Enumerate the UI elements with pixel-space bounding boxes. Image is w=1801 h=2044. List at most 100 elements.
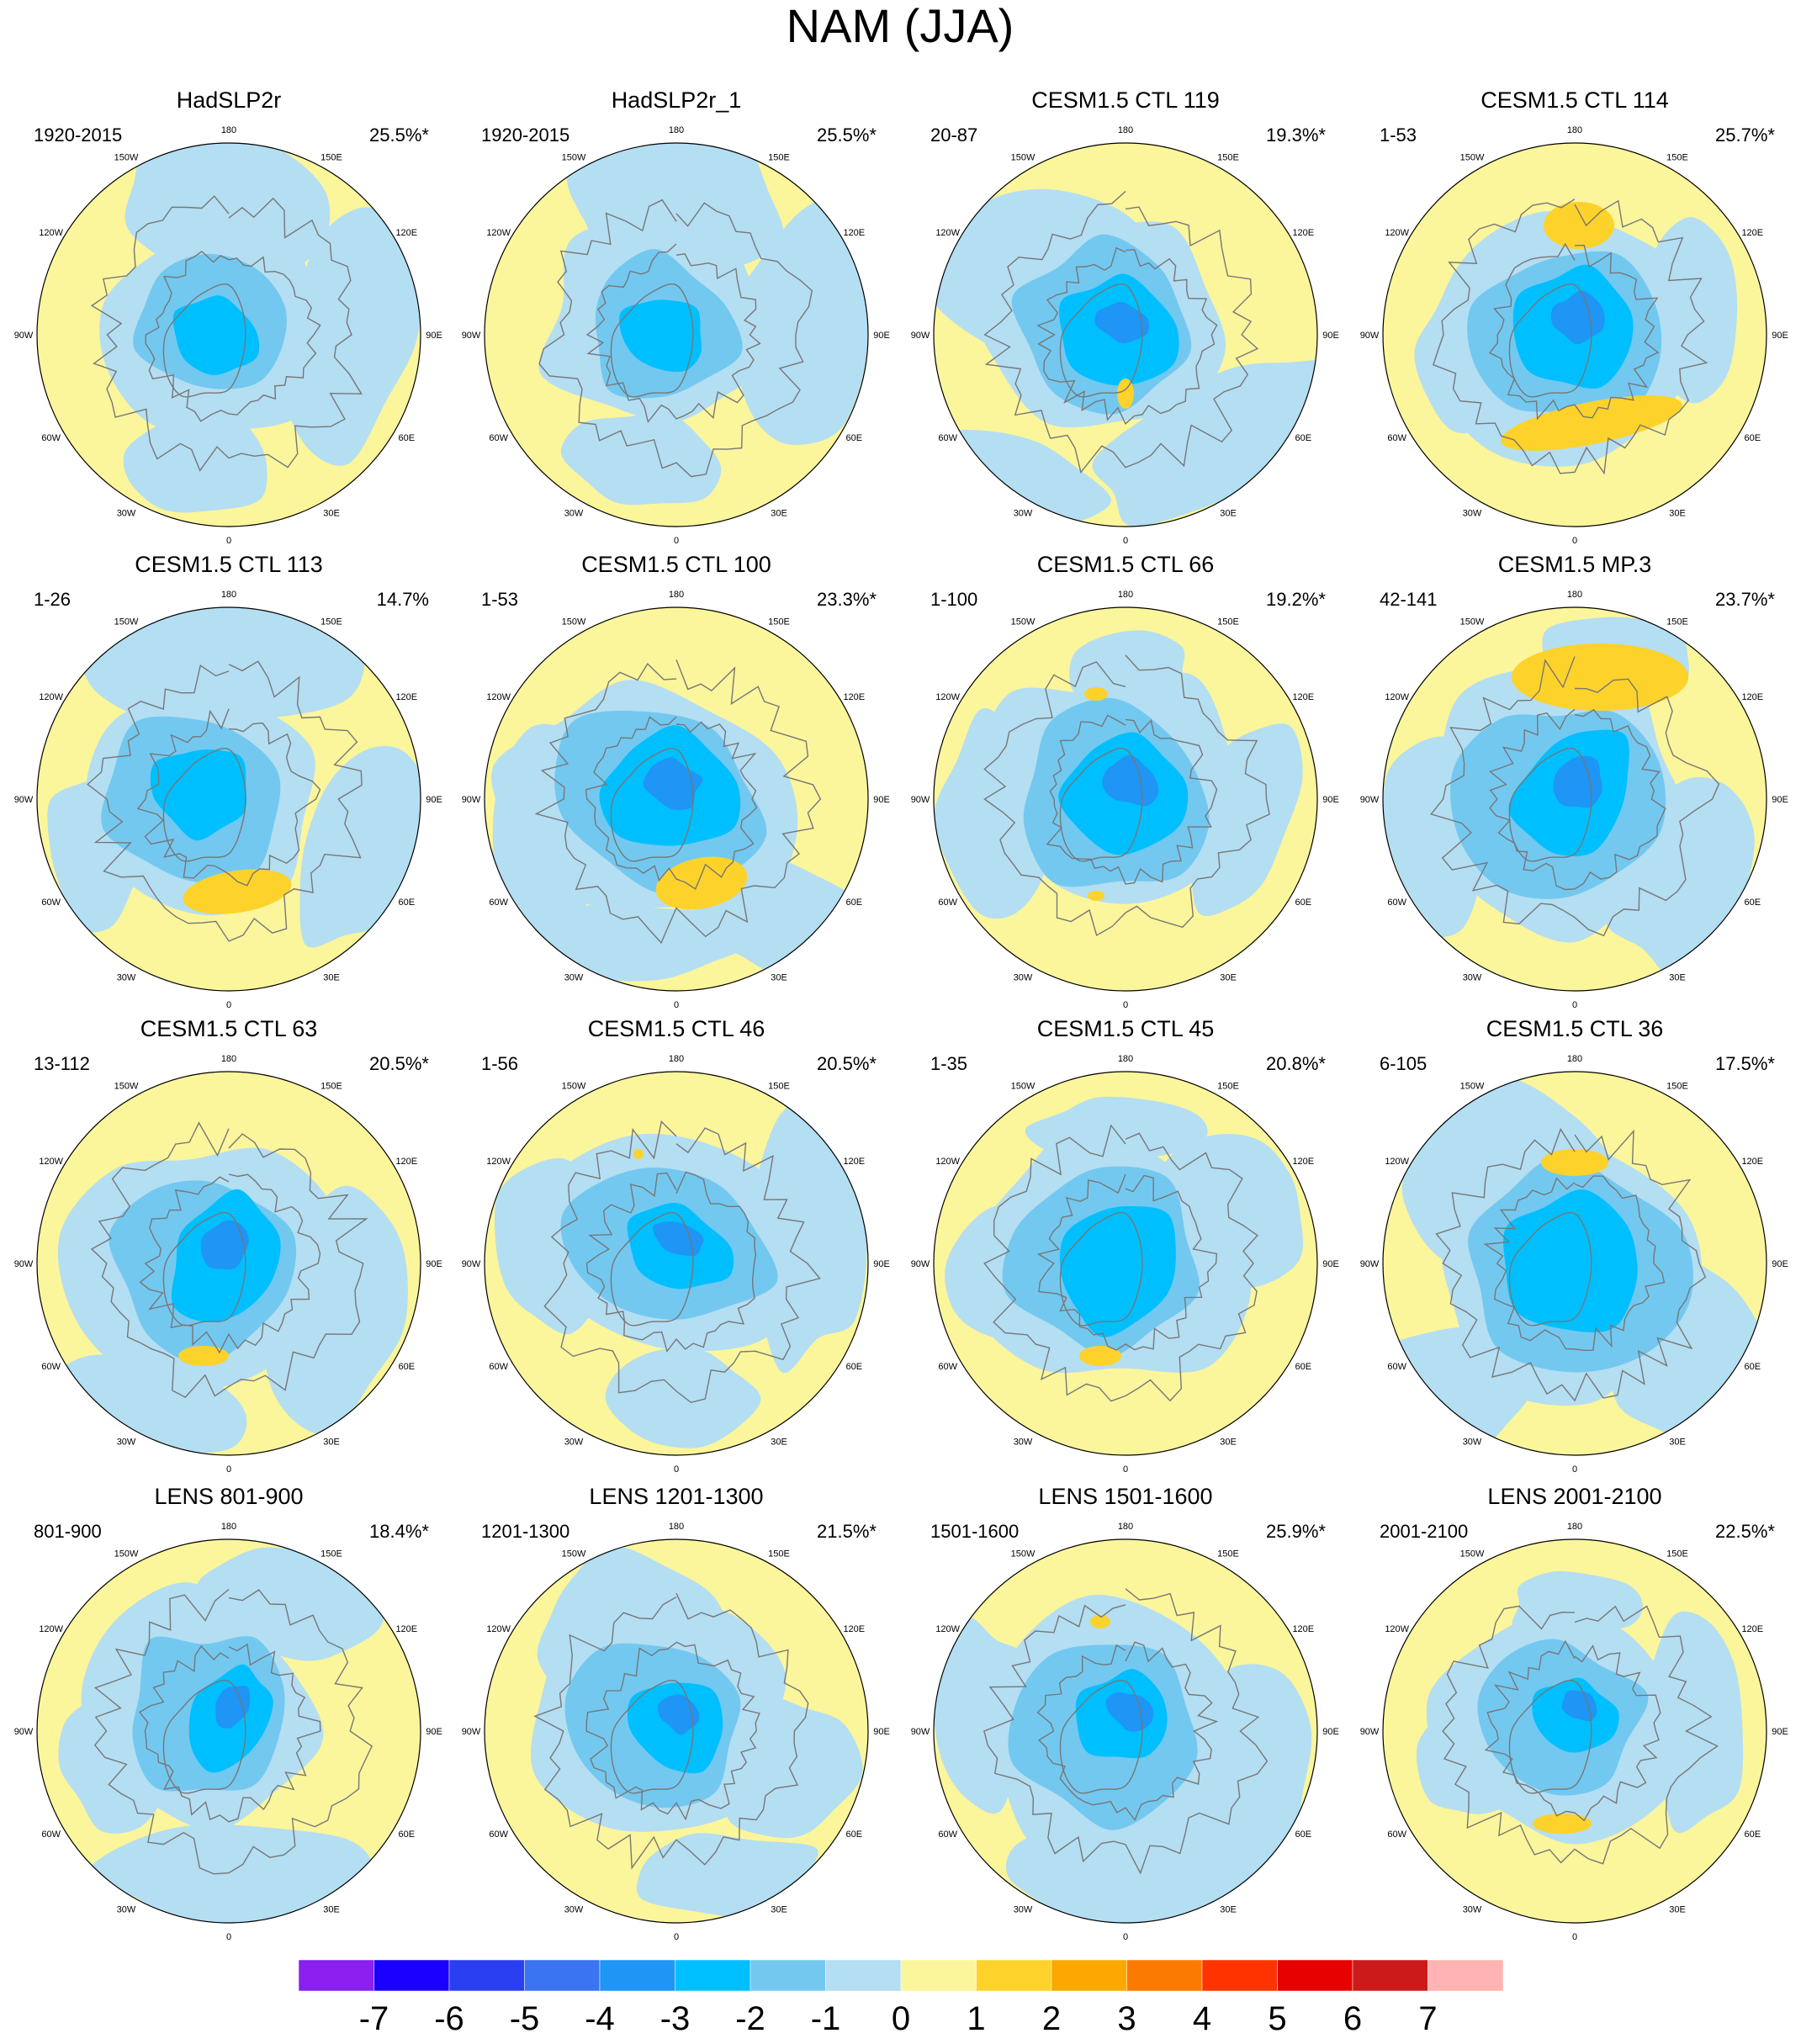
longitude-label: 0	[226, 1932, 231, 1942]
longitude-label: 60E	[1295, 1830, 1312, 1840]
longitude-label: 60E	[1295, 1362, 1312, 1372]
panel-period: 801-900	[34, 1521, 102, 1542]
coastlines	[1433, 199, 1708, 475]
panel-period: 20-87	[930, 124, 977, 146]
colorbar-tick-label: -1	[811, 2000, 841, 2037]
contour-region-pos1	[1512, 643, 1688, 711]
contour-region-neg1	[605, 1348, 761, 1448]
longitude-label: 60E	[846, 433, 863, 443]
colorbar-tick-label: 6	[1343, 2000, 1362, 2037]
contour-region-neg3	[619, 299, 702, 373]
longitude-label: 30W	[564, 1437, 584, 1447]
longitude-label: 0	[674, 536, 679, 546]
map-border	[1382, 142, 1767, 527]
longitude-label: 90W	[1360, 795, 1380, 805]
panel-period: 2001-2100	[1380, 1521, 1468, 1542]
longitude-label: 30E	[771, 1904, 787, 1914]
longitude-label: 30W	[117, 972, 136, 982]
panel-title: CESM1.5 CTL 114	[1481, 87, 1669, 113]
longitude-label: 90W	[1360, 1259, 1380, 1269]
longitude-label: 120E	[1741, 1624, 1763, 1634]
longitude-label: 30E	[323, 1904, 340, 1914]
map-border	[484, 1071, 869, 1456]
contour-region-pos1	[1079, 1346, 1121, 1366]
longitude-label: 120E	[395, 1624, 417, 1634]
contour-region-neg1	[1092, 359, 1317, 527]
longitude-label: 60W	[489, 1362, 508, 1372]
colorbar-tick-label: 4	[1193, 2000, 1211, 2037]
longitude-label: 120E	[1292, 692, 1314, 702]
longitude-label: 150E	[320, 617, 342, 627]
panel-period: 42-141	[1380, 589, 1438, 610]
longitude-label: 120E	[843, 228, 865, 238]
contour-region-pos1	[1117, 379, 1134, 409]
map-border	[484, 1538, 869, 1924]
panel-variance: 20.5%*	[369, 1053, 429, 1074]
longitude-label: 120W	[935, 1157, 960, 1167]
longitude-label: 60W	[1387, 1830, 1406, 1840]
panel-variance: 23.3%*	[817, 589, 877, 610]
longitude-label: 150W	[562, 1549, 586, 1559]
longitude-label: 120W	[1385, 692, 1409, 702]
longitude-label: 150W	[1460, 153, 1485, 163]
colorbar-tick-label: -3	[660, 2000, 691, 2037]
longitude-label: 60W	[1387, 1362, 1406, 1372]
panel-title: CESM1.5 CTL 113	[135, 552, 323, 577]
longitude-label: 60W	[489, 433, 508, 443]
longitude-label: 180	[221, 125, 236, 135]
panel-title: CESM1.5 CTL 46	[588, 1016, 765, 1041]
panel-variance: 25.5%*	[817, 124, 877, 146]
contour-region-neg4	[1561, 1690, 1597, 1722]
colorbar-tick-label: 5	[1268, 2000, 1286, 2037]
longitude-label: 180	[221, 590, 236, 600]
contour-region-neg1	[284, 207, 421, 466]
coastlines	[93, 1588, 373, 1875]
longitude-label: 0	[226, 1000, 231, 1010]
colorbar-tick-label: -6	[434, 2000, 464, 2037]
contour-region-pos1	[178, 1346, 229, 1366]
longitude-label: 0	[1123, 1932, 1128, 1942]
panel-title: CESM1.5 MP.3	[1498, 552, 1652, 577]
longitude-label: 90E	[873, 795, 890, 805]
longitude-label: 150E	[320, 153, 342, 163]
longitude-label: 30W	[564, 972, 584, 982]
longitude-label: 60W	[938, 433, 957, 443]
longitude-label: 90E	[1772, 795, 1788, 805]
longitude-label: 60E	[1745, 1830, 1761, 1840]
map-border	[36, 606, 421, 992]
contour-region-pos1	[1088, 891, 1104, 901]
colorbar-tick-label: 1	[967, 2000, 985, 2037]
contour-region-neg3	[172, 295, 260, 376]
longitude-label: 90E	[873, 1259, 890, 1269]
longitude-label: 90E	[426, 1259, 442, 1269]
longitude-label: 90E	[1772, 331, 1788, 341]
longitude-label: 30W	[117, 1437, 136, 1447]
longitude-label: 0	[674, 1932, 679, 1942]
longitude-label: 60W	[489, 898, 508, 908]
coastlines	[90, 1121, 368, 1398]
longitude-label: 30W	[564, 508, 584, 518]
longitude-label: 90E	[426, 331, 442, 341]
coastlines	[538, 199, 813, 478]
longitude-label: 0	[1123, 1000, 1128, 1010]
colorbar-tick-label: -2	[735, 2000, 765, 2037]
longitude-label: 30E	[1669, 1904, 1686, 1914]
colorbar-swatch	[825, 1959, 902, 1992]
longitude-label: 60E	[846, 1362, 863, 1372]
longitude-label: 30W	[1463, 508, 1482, 518]
longitude-label: 60E	[846, 1830, 863, 1840]
longitude-label: 150E	[1217, 617, 1239, 627]
contour-region-neg4	[215, 1686, 251, 1729]
panel-variance: 25.9%*	[1266, 1521, 1326, 1542]
map-panel: 180 150E 120E 90E 60E 30E 0 30W 60W 90W 120W 150W CE…	[1360, 552, 1788, 1010]
longitude-label: 120E	[1741, 692, 1763, 702]
panel-period: 1-26	[34, 589, 71, 610]
longitude-label: 0	[1572, 536, 1577, 546]
longitude-label: 60E	[399, 433, 416, 443]
map-border	[484, 142, 869, 527]
longitude-label: 30W	[1014, 508, 1033, 518]
panel-period: 1-100	[930, 589, 977, 610]
panel-title: LENS 1501-1600	[1038, 1484, 1212, 1509]
panel-variance: 20.8%*	[1266, 1053, 1326, 1074]
longitude-label: 60W	[938, 1362, 957, 1372]
